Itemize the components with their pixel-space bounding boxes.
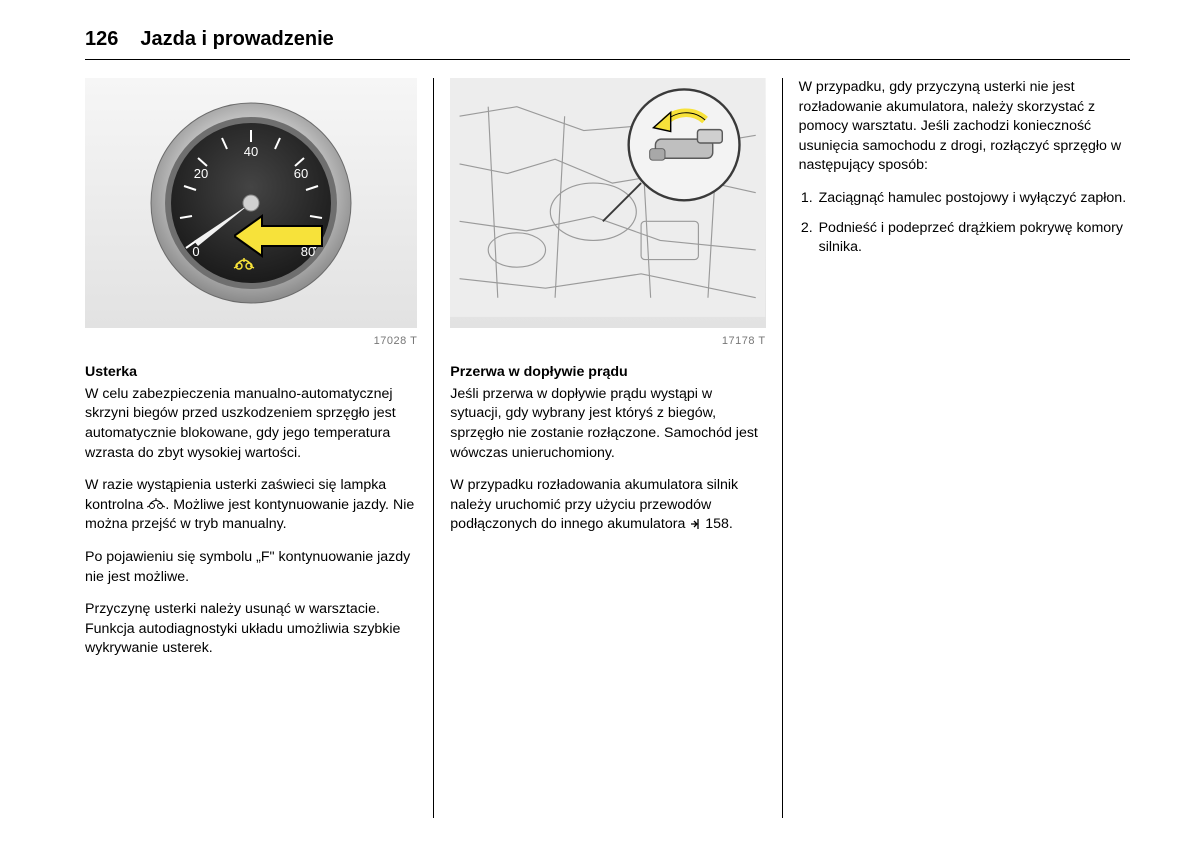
list-item: Podnieść i podeprzeć drążkiem pokrywę ko…	[817, 219, 1130, 258]
col1-para-2: W razie wystąpienia usterki zaświeci się…	[85, 476, 417, 535]
svg-text:60: 60	[294, 166, 308, 181]
section-title: Jazda i prowadzenie	[140, 28, 333, 51]
figure-gauge: 0 20 40 60 80	[85, 78, 417, 328]
figure-caption-2: 17178 T	[450, 334, 765, 349]
heading-power: Przerwa w dopływie prądu	[450, 363, 765, 383]
gauge-illustration: 0 20 40 60 80	[146, 98, 356, 308]
col3-para-1: W przypadku, gdy przyczyną usterki nie j…	[799, 78, 1130, 176]
col1-para-3: Po pojawieniu się symbolu „F" kontynuowa…	[85, 548, 417, 587]
heading-fault: Usterka	[85, 363, 417, 383]
page-header: 126 Jazda i prowadzenie	[85, 28, 1130, 60]
column-3: W przypadku, gdy przyczyną usterki nie j…	[782, 78, 1130, 818]
arrow-icon	[234, 212, 324, 260]
column-2: 17178 T Przerwa w dopływie prądu Jeśli p…	[433, 78, 781, 818]
manual-page: 126 Jazda i prowadzenie	[0, 0, 1200, 858]
col2-para-2: W przypadku rozładowania akumulatora sil…	[450, 476, 765, 535]
col2-para-1: Jeśli przerwa w dopływie prądu wystąpi w…	[450, 385, 765, 463]
column-1: 0 20 40 60 80	[85, 78, 433, 818]
svg-text:20: 20	[194, 166, 208, 181]
col1-para-4: Przyczynę usterki należy usunąć w warszt…	[85, 600, 417, 659]
clutch-warning-icon	[147, 498, 165, 510]
page-number: 126	[85, 28, 118, 51]
list-item: Zaciągnąć hamulec postojowy i wyłączyć z…	[817, 189, 1130, 209]
figure-engine	[450, 78, 765, 328]
content-columns: 0 20 40 60 80	[85, 78, 1130, 818]
figure-caption-1: 17028 T	[85, 334, 417, 349]
procedure-list: Zaciągnąć hamulec postojowy i wyłączyć z…	[799, 189, 1130, 258]
page-reference-icon	[689, 518, 701, 530]
svg-text:40: 40	[244, 144, 258, 159]
svg-text:0: 0	[193, 244, 200, 259]
col1-para-1: W celu zabezpieczenia manualno-automatyc…	[85, 385, 417, 463]
engine-illustration	[450, 78, 765, 317]
